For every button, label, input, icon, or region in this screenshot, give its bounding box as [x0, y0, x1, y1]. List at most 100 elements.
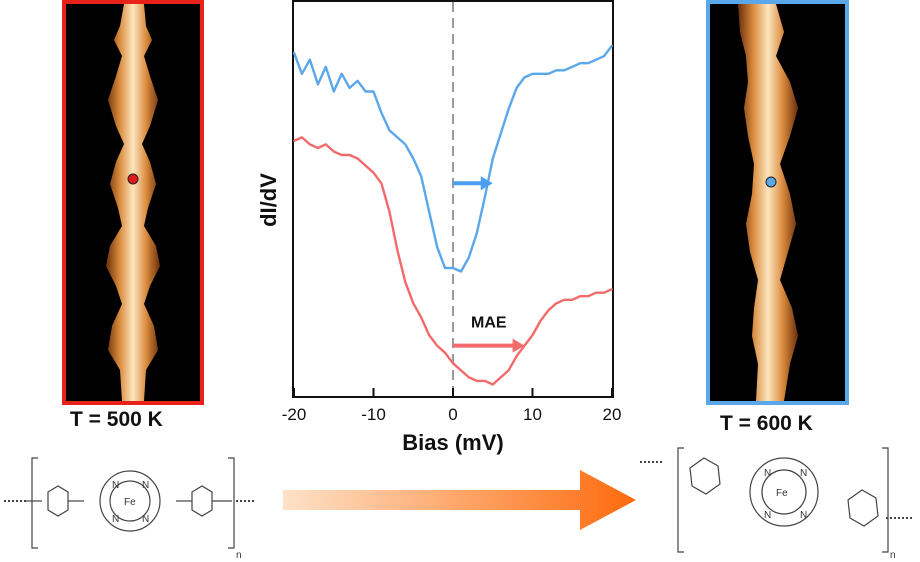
series-1-point: [499, 132, 502, 135]
series-1-point: [380, 111, 383, 114]
series-2-point: [356, 157, 359, 160]
series-2-point: [531, 334, 534, 336]
temperature-label-right: T = 600 K: [720, 412, 813, 435]
series-1-point: [348, 87, 351, 89]
series-2-point: [364, 164, 367, 167]
series-1-point: [579, 62, 582, 65]
annotation-arrow-head: [512, 338, 525, 353]
measurement-point-marker: [765, 176, 777, 188]
series-1-point: [340, 72, 343, 75]
phenyl-ring-left: [47, 485, 69, 517]
series-2-point: [388, 210, 391, 213]
annotation-label: MAE: [471, 315, 507, 332]
series-1-point: [547, 72, 550, 75]
series-2-point: [396, 249, 399, 252]
svg-text:Fe: Fe: [124, 497, 136, 508]
series-1-point: [356, 79, 359, 82]
series-2-point: [571, 298, 574, 301]
series-layer: [292, 44, 613, 386]
svg-text:n: n: [236, 550, 242, 561]
annotation-arrow-head: [480, 176, 493, 191]
measurement-point-marker: [127, 173, 139, 185]
temperature-label-left: T = 500 K: [70, 408, 163, 431]
series-2-point: [468, 376, 470, 379]
series-2-point: [324, 143, 327, 146]
series-1-point: [603, 55, 605, 58]
series-1-point: [428, 210, 431, 213]
phenyl-ring-right: [191, 485, 213, 517]
series-1-point: [555, 69, 558, 72]
series-1-point: [491, 157, 494, 160]
series-1-point: [595, 58, 597, 61]
series-2-point: [539, 320, 542, 322]
series-2-point: [412, 302, 415, 305]
series-1-point: [396, 136, 399, 139]
stm-image-right: [706, 0, 849, 405]
series-1-point: [571, 65, 574, 68]
series-2-point: [507, 369, 510, 372]
series-2-point: [372, 171, 375, 174]
series-1-point: [452, 267, 454, 269]
series-2-point: [483, 380, 486, 382]
series-2-point: [563, 298, 566, 301]
series-1-point: [468, 256, 470, 259]
polymer-bracket-left: [677, 447, 684, 553]
x-tick-label: 10: [523, 405, 542, 424]
series-2-point: [444, 351, 446, 354]
series-2-point: [404, 281, 407, 283]
y-axis-label: dI/dV: [256, 173, 281, 227]
svg-text:N: N: [764, 468, 771, 479]
series-1-point: [436, 245, 438, 248]
stm-image-left: [62, 0, 204, 405]
stm-chain-right: [738, 4, 798, 401]
series-2-point: [515, 355, 518, 358]
svg-text:n: n: [890, 550, 896, 561]
series-2-point: [316, 147, 319, 149]
series-1-point: [515, 87, 518, 89]
series-1-point: [404, 143, 407, 146]
series-2-point: [428, 334, 431, 336]
series-2-point: [475, 380, 478, 382]
molecule-left: [4, 457, 256, 549]
x-tick-label: -10: [361, 405, 386, 424]
molecule-right: [640, 447, 912, 553]
svg-text:N: N: [142, 514, 149, 525]
series-1-point: [301, 72, 303, 75]
series-1-point: [388, 129, 391, 132]
series-1-point: [475, 231, 478, 234]
series-1-point: [309, 58, 311, 61]
x-tick-label: 20: [603, 405, 622, 424]
series-2-point: [436, 344, 438, 347]
series-1-point: [507, 108, 510, 111]
x-tick-label: 0: [448, 405, 457, 424]
series-1-point: [563, 69, 566, 72]
svg-text:N: N: [112, 480, 119, 491]
series-1-point: [539, 72, 542, 75]
series-2-point: [460, 369, 462, 372]
series-2-point: [491, 383, 494, 386]
series-1-point: [587, 62, 590, 65]
svg-text:N: N: [800, 510, 807, 521]
series-1-point: [324, 65, 327, 68]
svg-text:N: N: [800, 468, 807, 479]
svg-text:N: N: [112, 514, 119, 525]
x-tick-label: -20: [282, 405, 307, 424]
plot-frame: [292, 0, 614, 398]
series-2-point: [595, 291, 597, 294]
series-2-point: [332, 150, 335, 153]
series-2-point: [579, 295, 582, 298]
series-2-point: [587, 295, 590, 298]
series-2-point: [348, 154, 351, 156]
series-1-point: [483, 196, 486, 199]
series-2-point: [340, 154, 343, 156]
series-2-point: [555, 302, 558, 305]
series-2-point: [380, 182, 383, 185]
series-1-point: [523, 76, 526, 79]
series-1-point: [332, 90, 335, 93]
series-1-point: [316, 83, 319, 86]
svg-text:N: N: [764, 510, 771, 521]
series-1-point: [412, 157, 415, 160]
series-1-point: [293, 51, 295, 54]
